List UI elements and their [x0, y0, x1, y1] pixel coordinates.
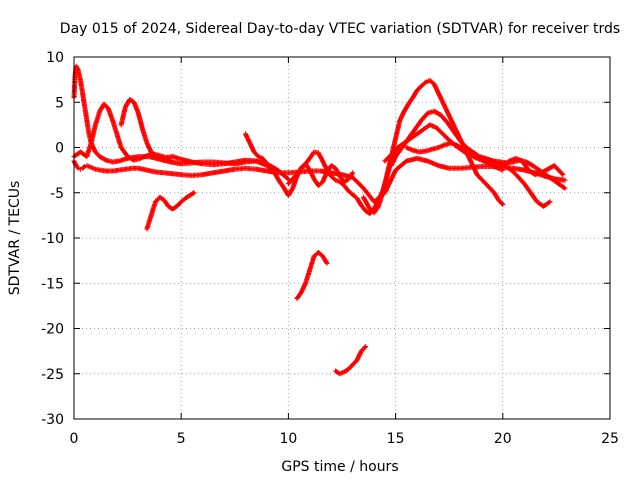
y-tick-label: 10 [46, 50, 64, 66]
y-tick-label: 0 [55, 141, 64, 157]
series-arc-m [294, 250, 330, 302]
x-tick-label: 10 [279, 431, 297, 447]
x-tick-label: 15 [387, 431, 405, 447]
y-tick-label: 5 [55, 95, 64, 111]
series-markers [144, 190, 197, 232]
y-tick-label: -20 [41, 322, 64, 338]
x-axis-label: GPS time / hours [281, 459, 398, 475]
x-tick-label: 0 [70, 431, 79, 447]
data-points [71, 63, 568, 377]
chart-title: Day 015 of 2024, Sidereal Day-to-day VTE… [60, 21, 620, 37]
series-arc-n [333, 344, 369, 377]
y-tick-label: -30 [41, 412, 64, 428]
axis-ticks: 0 5 10 15 20 25 10 5 0 -5 -10 -15 -20 -25 -30 [41, 50, 619, 447]
series-markers [333, 344, 369, 377]
series-arc-k [500, 155, 566, 178]
series-arc-d [118, 97, 173, 163]
series-markers [403, 140, 506, 173]
y-tick-label: -15 [41, 276, 64, 292]
series-markers [500, 155, 566, 178]
series-markers [118, 97, 173, 163]
y-axis-label: SDTVAR / TECUs [7, 181, 23, 296]
x-tick-label: 5 [177, 431, 186, 447]
y-tick-label: -10 [41, 231, 64, 247]
series-arc-j [403, 140, 506, 173]
x-tick-label: 20 [494, 431, 512, 447]
series-arc-l [144, 190, 197, 232]
y-tick-label: -25 [41, 367, 64, 383]
y-tick-label: -5 [50, 186, 64, 202]
series-markers [294, 250, 330, 302]
x-tick-label: 25 [601, 431, 619, 447]
